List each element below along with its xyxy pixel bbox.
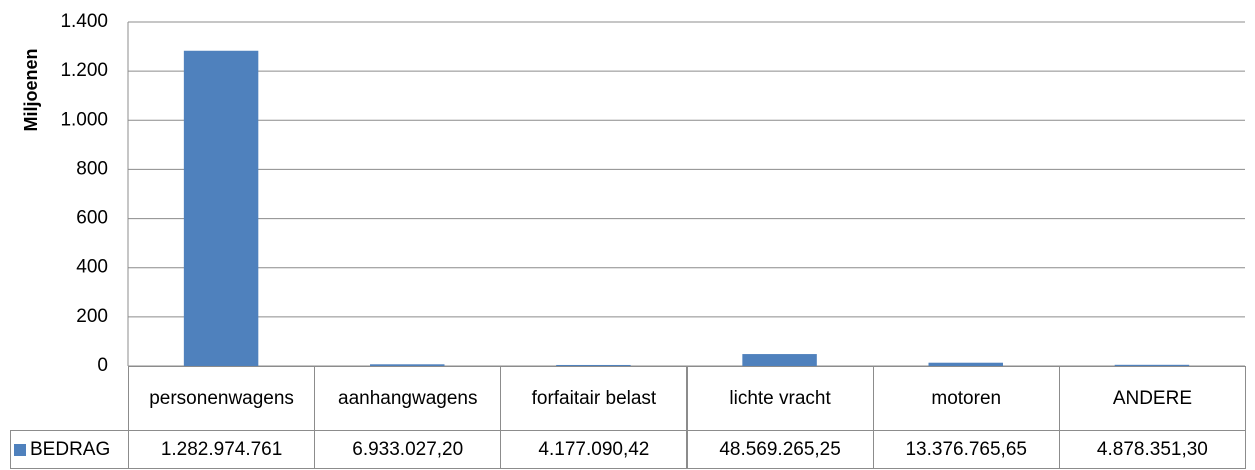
data-cell: 48.569.265,25 bbox=[686, 430, 874, 469]
data-cell: 6.933.027,20 bbox=[314, 430, 502, 469]
y-tick-label: 400 bbox=[76, 257, 108, 278]
bar bbox=[370, 364, 445, 366]
y-axis-title: Miljoenen bbox=[21, 48, 41, 131]
legend-label: BEDRAG bbox=[30, 438, 111, 460]
category-cell: motoren bbox=[872, 366, 1060, 431]
y-tick-label: 800 bbox=[76, 158, 108, 179]
bar bbox=[1114, 364, 1190, 366]
y-tick-label: 1.200 bbox=[60, 60, 108, 81]
category-cell: forfaitair belast bbox=[500, 366, 688, 431]
data-cell: 1.282.974.761 bbox=[128, 430, 316, 469]
bar bbox=[742, 354, 817, 366]
bar bbox=[183, 50, 259, 367]
y-tick-label: 600 bbox=[76, 208, 108, 229]
bar bbox=[556, 364, 631, 366]
y-tick-label: 0 bbox=[97, 355, 108, 376]
legend-key bbox=[14, 443, 26, 456]
data-cell: 4.878.351,30 bbox=[1058, 430, 1246, 469]
data-cell: 4.177.090,42 bbox=[500, 430, 688, 469]
category-cell: lichte vracht bbox=[686, 366, 874, 431]
category-cell: aanhangwagens bbox=[314, 366, 502, 431]
category-cell: personenwagens bbox=[128, 366, 316, 431]
y-tick-label: 200 bbox=[76, 306, 108, 327]
data-cell: 13.376.765,65 bbox=[872, 430, 1060, 469]
legend-cell: BEDRAG bbox=[10, 430, 129, 469]
bar bbox=[928, 362, 1003, 366]
y-tick-label: 1.400 bbox=[60, 11, 108, 32]
category-cell: ANDERE bbox=[1058, 366, 1246, 431]
y-tick-label: 1.000 bbox=[60, 109, 108, 130]
